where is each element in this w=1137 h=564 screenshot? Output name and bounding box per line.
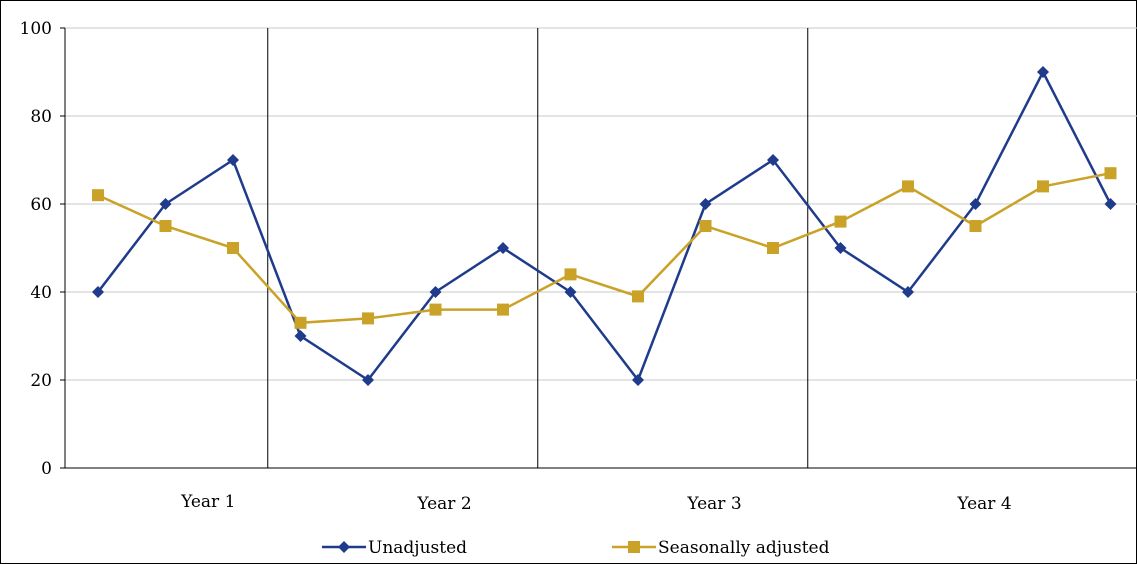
data-point [699,198,712,210]
data-point [362,312,374,325]
data-point [1104,198,1117,210]
data-point [632,290,644,303]
data-point [902,286,914,298]
legend-label: Seasonally adjusted [658,538,830,558]
category-label: Year 1 [180,492,235,512]
y-tick-label: 20 [30,371,52,391]
data-point [834,215,847,228]
data-point [227,242,239,254]
data-point [294,330,307,342]
data-point [429,286,442,298]
y-tick-label: 40 [30,283,52,303]
data-point [227,154,239,166]
series-line [97,69,1112,383]
data-point [497,242,509,254]
data-point [159,220,172,232]
data-point [632,374,644,386]
y-tick-label: 60 [30,195,52,215]
data-point [92,189,104,202]
data-point [564,286,577,298]
legend-label: Unadjusted [368,538,467,558]
data-point [159,198,172,210]
legend-marker [628,541,640,553]
data-point [902,180,914,193]
data-point [699,220,712,232]
data-point [767,242,779,254]
series-line [97,171,1111,325]
category-label: Year 2 [416,494,471,514]
data-point [1104,167,1117,180]
data-point [362,374,374,386]
data-point [834,242,847,254]
data-point [497,303,509,316]
data-point [92,286,104,298]
y-tick-label: 100 [20,19,52,39]
data-point [1037,180,1049,193]
legend-marker [338,541,350,553]
data-point [969,198,982,210]
y-tick-label: 80 [30,107,52,127]
y-tick-label: 0 [41,459,52,479]
data-point [767,154,779,166]
data-point [1037,66,1049,78]
category-label: Year 3 [686,494,741,514]
data-point [969,220,982,232]
data-point [429,303,442,316]
data-point [564,268,577,281]
data-point [294,316,307,329]
category-label: Year 4 [956,494,1011,514]
